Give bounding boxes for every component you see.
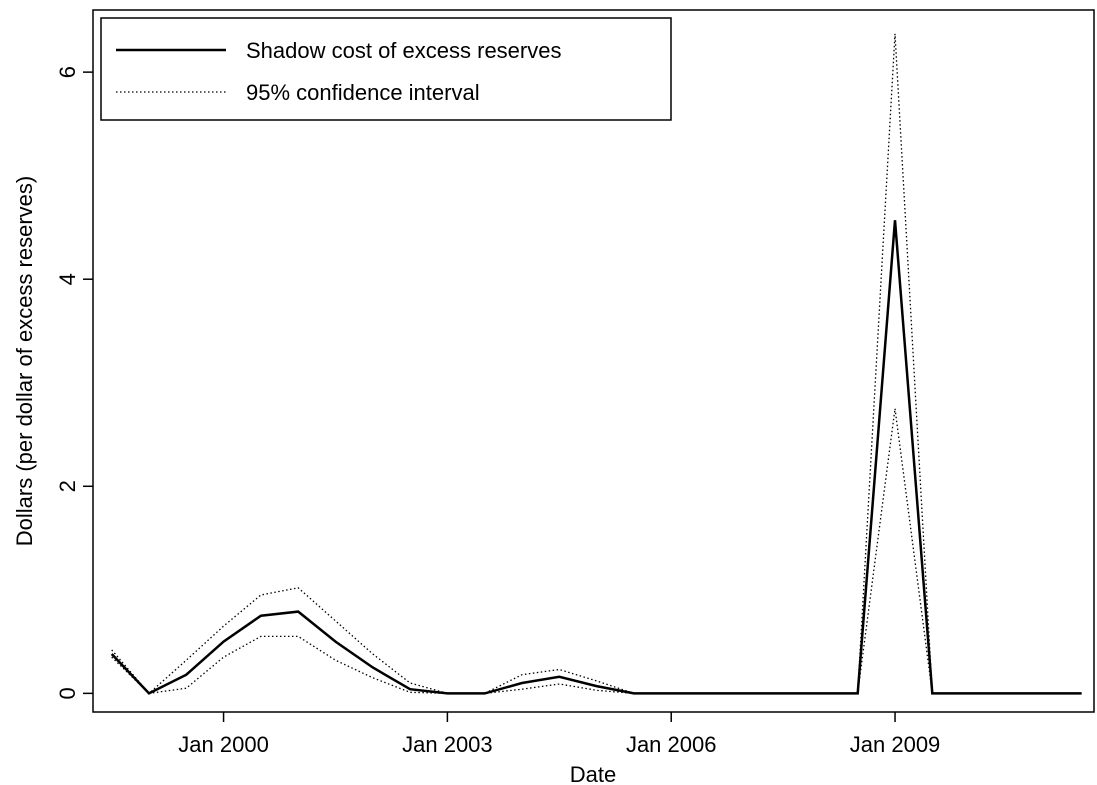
line-series (110, 220, 1082, 695)
ci-line (111, 33, 1082, 695)
x-tick-label: Jan 2006 (626, 732, 717, 757)
x-tick-label: Jan 2009 (850, 732, 941, 757)
y-tick-label: 4 (55, 273, 80, 285)
legend-box (100, 17, 672, 121)
y-tick-label: 6 (55, 66, 80, 78)
y-tick-label: 0 (55, 687, 80, 699)
legend-label: 95% confidence interval (246, 80, 480, 105)
y-tick-label: 2 (55, 480, 80, 492)
x-tick-label: Jan 2003 (402, 732, 493, 757)
x-axis-label: Date (570, 762, 616, 785)
ci-line (111, 408, 1082, 695)
legend-label: Shadow cost of excess reserves (246, 38, 561, 63)
x-tick-label: Jan 2000 (178, 732, 269, 757)
plot-frame (92, 9, 1095, 713)
y-axis-label: Dollars (per dollar of excess reserves) (12, 176, 37, 546)
